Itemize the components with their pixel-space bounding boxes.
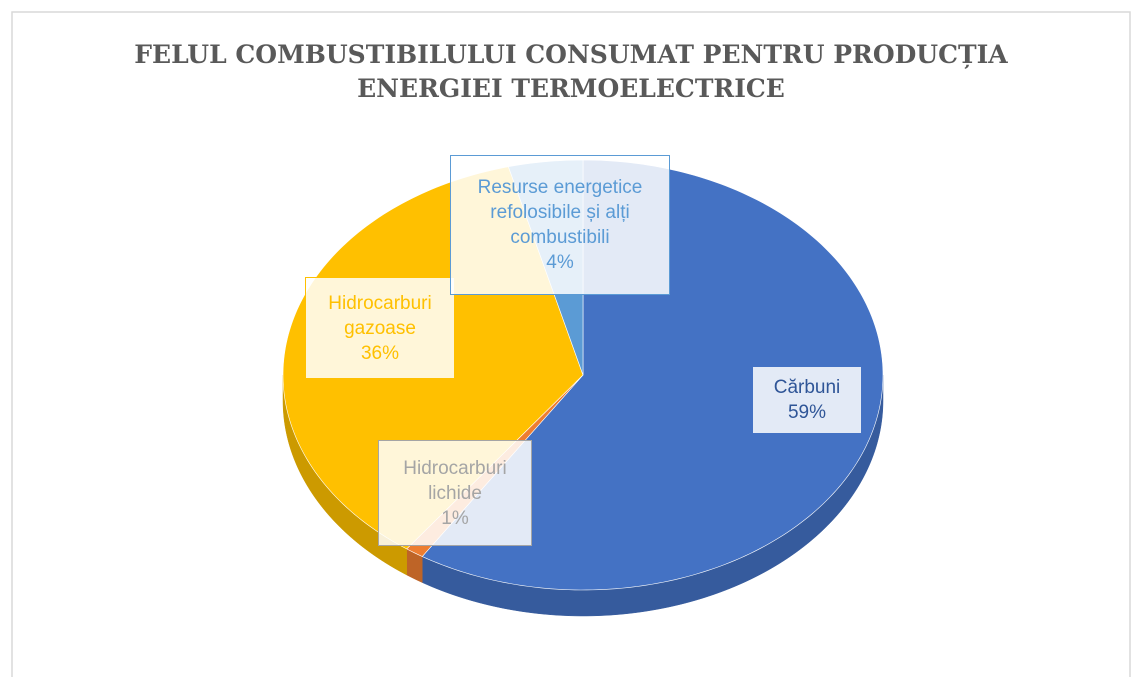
value-label: 59% [787,402,827,423]
chart-title-box: FELUL COMBUSTIBILULUI CONSUMAT PENTRU PR… [0,38,1142,106]
chart-frame [11,11,1131,677]
category-label: Resurse energetice refolosibile și alți … [477,177,643,248]
data-label: Cărbuni 59% [752,366,862,434]
value-label: 1% [441,507,469,529]
chart-title: FELUL COMBUSTIBILULUI CONSUMAT PENTRU PR… [134,40,1008,103]
data-label: Hidrocarburi lichide 1% [378,440,532,546]
category-label: Hidrocarburi gazoase [328,292,432,339]
value-label: 36% [360,342,400,364]
data-label: Resurse energetice refolosibile și alți … [450,155,670,295]
data-label: Hidrocarburi gazoase 36% [305,277,455,379]
slice [421,159,884,617]
value-label: 4% [546,252,574,273]
category-label: Cărbuni [773,377,841,398]
category-label: Hidrocarburi lichide [403,457,507,504]
slice-top [421,159,884,591]
